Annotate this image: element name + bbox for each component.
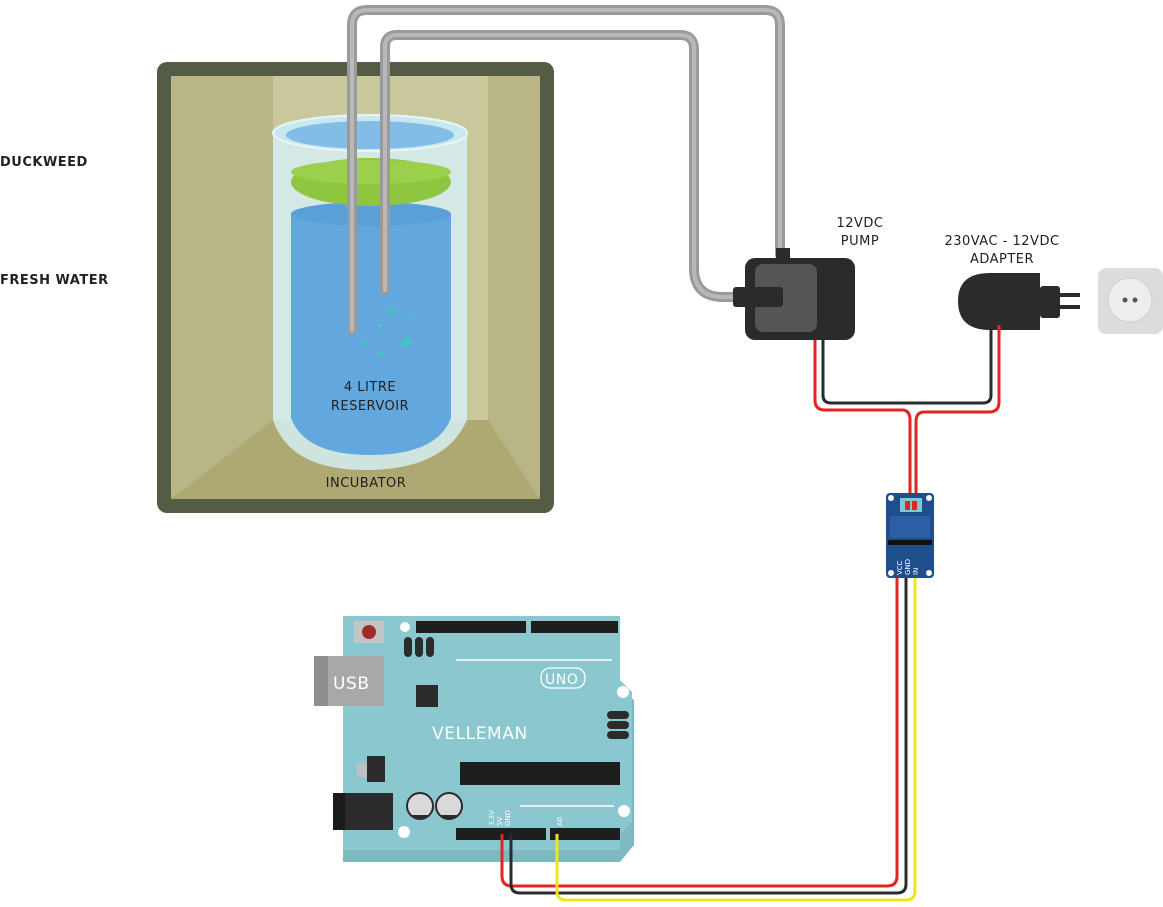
board-mount-hole — [618, 805, 630, 817]
incubator-left-wall — [171, 76, 273, 499]
pin-label-5v: 5V — [496, 817, 504, 826]
vcc-wire — [500, 578, 899, 888]
socket-recess — [1107, 277, 1153, 323]
socket-hole — [1132, 297, 1138, 303]
socket-hole — [1122, 297, 1128, 303]
bubble — [401, 337, 411, 347]
relay-pin-vcc: VCC — [896, 560, 904, 575]
small-chip — [416, 685, 438, 707]
reservoir-label-line2: RESERVOIR — [331, 399, 409, 414]
regulator-tab — [357, 763, 367, 777]
relay-terminal — [900, 498, 922, 512]
reset-button — [362, 625, 376, 639]
voltage-regulator — [367, 756, 385, 782]
adapter-red-wire — [914, 325, 1001, 500]
component — [426, 637, 434, 657]
adapter-label-line2: ADAPTER — [970, 252, 1034, 267]
power-jack-side — [333, 793, 345, 830]
adapter-prong — [1060, 293, 1080, 297]
board-mount-hole — [398, 826, 410, 838]
bubble — [408, 313, 412, 317]
pump-black-wire — [821, 325, 993, 405]
relay-terminal-pin — [905, 501, 910, 510]
board-mount-hole — [617, 686, 629, 698]
bubble — [378, 323, 382, 327]
uno-logo: UNO — [545, 672, 579, 688]
bubble — [378, 351, 384, 357]
relay-mount-hole — [926, 570, 932, 576]
relay-mount-hole — [926, 495, 932, 501]
pump-red-wire — [813, 340, 912, 500]
inner-tube-highlight — [383, 33, 747, 299]
reservoir — [272, 114, 468, 470]
relay-pin-in: IN — [912, 568, 920, 575]
reservoir-label-line1: 4 LITRE — [344, 380, 396, 395]
pin-label-a0: A0 — [556, 817, 564, 826]
incubator-right-wall — [488, 76, 540, 499]
wall-socket — [1098, 268, 1163, 334]
duckweed-top — [291, 160, 451, 184]
pump-label-line2: PUMP — [841, 234, 879, 249]
adapter — [958, 273, 1080, 330]
labels: DUCKWEED FRESH WATER 4 LITRE RESERVOIR I… — [0, 155, 1059, 491]
water-surface — [291, 202, 451, 226]
capacitor-mark — [440, 815, 458, 819]
digital-header — [531, 621, 618, 633]
component — [404, 637, 412, 657]
component — [607, 711, 629, 719]
adapter-label-line1: 230VAC - 12VDC — [944, 234, 1059, 249]
capacitor-mark — [411, 815, 429, 819]
adapter-plug-head — [1040, 286, 1060, 318]
bubble — [389, 308, 395, 314]
adapter-body — [958, 273, 1040, 330]
component — [415, 637, 423, 657]
main-chip — [460, 762, 620, 785]
bubble — [363, 341, 367, 345]
usb-label: USB — [333, 674, 370, 694]
relay-module: VCC GND IN — [886, 493, 934, 578]
relay-component — [890, 516, 930, 538]
component — [607, 731, 629, 739]
pump-face — [755, 264, 817, 332]
capacitor — [406, 792, 434, 820]
board-mount-hole — [400, 622, 410, 632]
uno-logo-frame — [540, 667, 586, 689]
board-brand: VELLEMAN — [432, 724, 528, 744]
analog-header — [550, 828, 620, 840]
fresh-water-label: FRESH WATER — [0, 273, 109, 288]
reservoir-water — [291, 214, 451, 455]
arduino-board: USB UNO VELLEMAN — [314, 616, 634, 862]
duckweed-label: DUCKWEED — [0, 155, 88, 170]
capacitor — [435, 792, 463, 820]
outer-tube-highlight — [350, 8, 782, 332]
pin-label-3v3: 3.3V — [488, 810, 496, 826]
signal-wire — [555, 578, 917, 902]
pump — [733, 248, 855, 340]
relay-mount-hole — [888, 495, 894, 501]
pin-label-gnd: GND — [504, 810, 512, 826]
power-wires — [813, 325, 1001, 500]
adapter-prong — [1060, 305, 1080, 309]
relay-pin-gnd: GND — [904, 559, 912, 575]
signal-wires — [500, 578, 917, 902]
relay-mount-hole — [888, 570, 894, 576]
usb-port-side — [314, 656, 328, 706]
component — [607, 721, 629, 729]
relay-divider — [888, 540, 932, 545]
relay-terminal-pin — [912, 501, 917, 510]
pump-label-line1: 12VDC — [836, 216, 883, 231]
reservoir-top-water — [286, 121, 454, 149]
gnd-wire — [509, 578, 908, 895]
digital-header — [416, 621, 526, 633]
board-body — [343, 616, 632, 850]
tubes — [347, 5, 785, 335]
incubator-label: INCUBATOR — [326, 476, 407, 491]
pump-inlet — [733, 287, 783, 307]
